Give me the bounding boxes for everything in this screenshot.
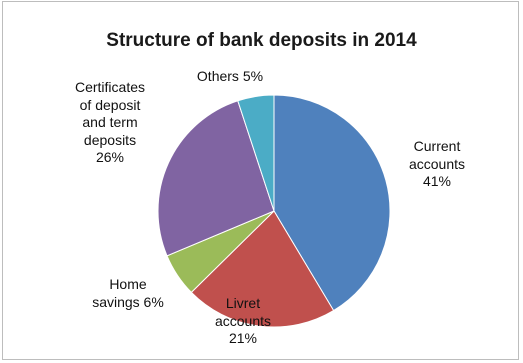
chart-title: Structure of bank deposits in 2014 <box>106 30 417 51</box>
pie-slice-certificates-of-deposit-and-term-deposits <box>157 100 275 257</box>
slice-label-current-accounts: Current accounts 41% <box>408 138 466 189</box>
slice-label-certificates: Certificates of deposit and term deposit… <box>74 79 146 165</box>
slice-label-others: Others 5% <box>196 68 264 84</box>
pie-slice-current-accounts <box>273 94 391 312</box>
pie-slice-livret-accounts <box>190 210 335 328</box>
pie-slice-others <box>237 94 275 212</box>
slice-label-livret-accounts: Livret accounts 21% <box>214 295 272 346</box>
slice-label-home-savings: Home savings 6% <box>92 276 164 310</box>
